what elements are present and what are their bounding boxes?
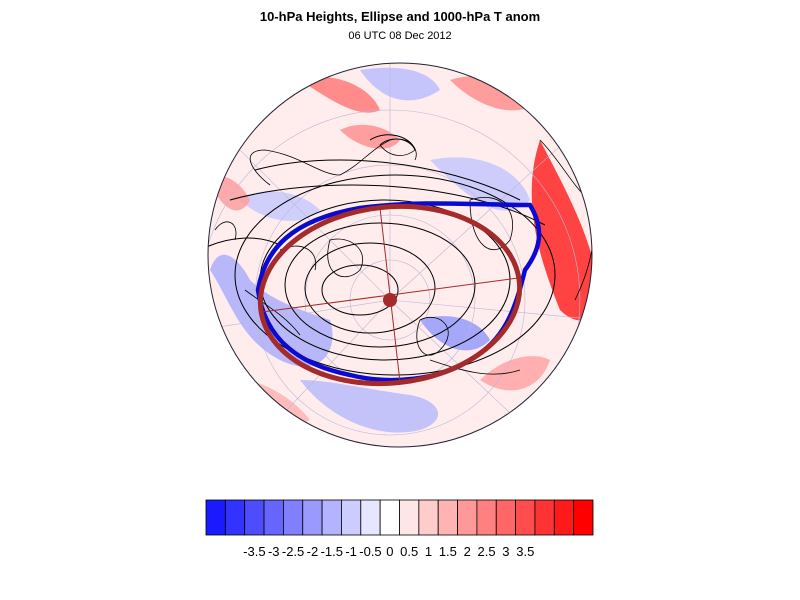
colorbar-box	[244, 499, 265, 536]
colorbar-box	[418, 499, 439, 536]
colorbar-box	[224, 499, 246, 536]
colorbar-box	[476, 499, 497, 536]
colorbar-tick-label: 0.5	[400, 544, 418, 559]
colorbar-tick-label: 3	[502, 544, 509, 559]
colorbar-tick-label: -1	[345, 544, 357, 559]
colorbar-tick-label: 2.5	[478, 544, 496, 559]
map-subtitle: 06 UTC 08 Dec 2012	[348, 30, 452, 42]
colorbar-tick-label: 1.5	[439, 544, 457, 559]
colorbar-tick-label: -0.5	[359, 544, 381, 559]
colorbar-box	[515, 499, 536, 536]
colorbar-box	[399, 499, 420, 536]
cold-anomaly-region	[420, 316, 490, 351]
colorbar-box	[360, 499, 381, 536]
colorbar-box	[302, 499, 323, 536]
colorbar-boxes	[205, 499, 594, 536]
colorbar-tick-label: -2.5	[282, 544, 304, 559]
colorbar-box	[282, 499, 304, 536]
vortex-edge-contour	[255, 201, 542, 383]
colorbar-tick-label: -1.5	[321, 544, 343, 559]
colorbar-box	[437, 499, 458, 536]
colorbar-box	[457, 499, 478, 536]
colorbar-tick-label: -3	[268, 544, 280, 559]
cold-anomaly-region	[240, 191, 320, 221]
cold-anomaly-region	[430, 157, 530, 211]
colorbar-box	[573, 499, 594, 536]
colorbar-box	[495, 499, 517, 536]
colorbar-box	[379, 499, 400, 536]
colorbar-box	[321, 499, 342, 536]
colorbar-labels: -3.5 -3 -2.5 -2 -1.5 -1 -0.5 0 0.5 1 1.5 2 2.5 3 3.5	[243, 544, 534, 559]
globe-outline	[207, 62, 593, 448]
cold-anomaly-region	[360, 67, 440, 101]
colorbar-tick-label: 3.5	[516, 544, 534, 559]
ellipse-center-marker	[383, 293, 397, 307]
colorbar-box	[553, 499, 575, 536]
colorbar-tick-label: -2	[307, 544, 319, 559]
colorbar-box	[534, 499, 555, 536]
colorbar-tick-label: 1	[425, 544, 432, 559]
colorbar-tick-label: 0	[386, 544, 393, 559]
colorbar-tick-label: 2	[464, 544, 471, 559]
warm-anomaly-region	[531, 140, 592, 321]
cold-anomaly-region	[300, 380, 439, 433]
colorbar-tick-label: -3.5	[243, 544, 265, 559]
colorbar-box	[205, 499, 226, 536]
vortex-ellipse	[257, 203, 523, 387]
map-title: 10-hPa Heights, Ellipse and 1000-hPa T a…	[259, 9, 541, 24]
warm-anomaly-region	[300, 76, 380, 113]
colorbar-box	[263, 499, 284, 536]
colorbar-box	[341, 499, 362, 536]
